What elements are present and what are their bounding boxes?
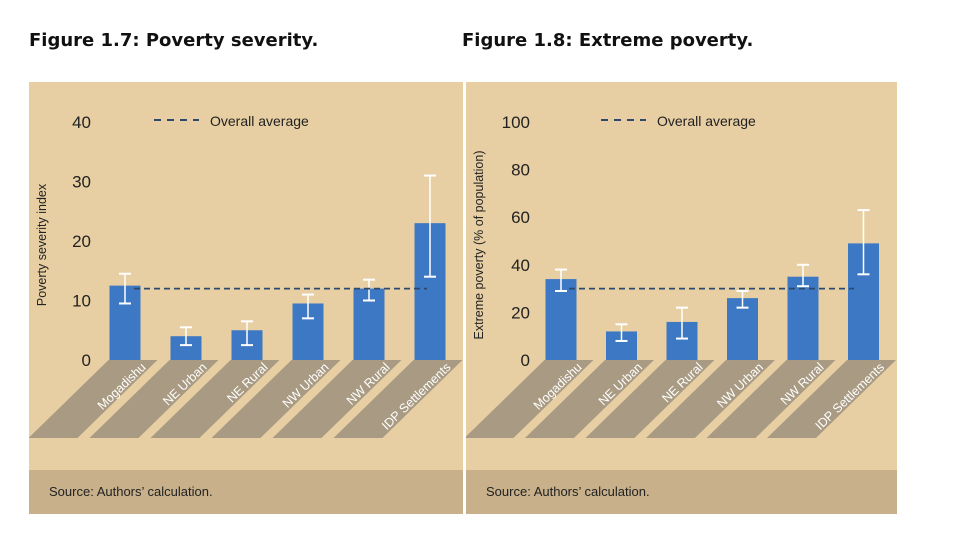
y-tick-label: 40	[511, 256, 530, 275]
category-label-band	[646, 360, 775, 438]
figure-title-1: Figure 1.7: Poverty severity.	[29, 30, 319, 51]
y-tick-label: 10	[72, 292, 91, 311]
category-label-band	[706, 360, 836, 438]
category-label-band	[333, 360, 463, 438]
bar-nw-rural	[787, 276, 819, 360]
category-label-band	[89, 360, 219, 438]
y-tick-label: 20	[511, 303, 530, 322]
y-tick-label: 60	[511, 208, 530, 227]
source-note: Source: Authors’ calculation.	[466, 470, 897, 514]
chart-extreme-poverty: Overall average Extreme poverty (% of pop…	[466, 113, 896, 438]
legend-label: Overall average	[657, 113, 756, 129]
bar-ne-urban	[170, 336, 202, 360]
category-label-band	[272, 360, 402, 438]
bar-mogadishu	[545, 279, 577, 360]
y-tick-label: 80	[511, 161, 530, 180]
y-axis-label: Extreme poverty (% of population)	[472, 151, 486, 340]
y-tick-label: 40	[72, 113, 91, 132]
category-label-band	[466, 360, 594, 438]
chart-panel-poverty-severity: Overall average Poverty severity index 0 10…	[29, 82, 463, 514]
y-tick-label: 100	[502, 113, 530, 132]
category-label-band	[585, 360, 715, 438]
y-tick-label: 0	[521, 351, 530, 370]
y-axis-label: Poverty severity index	[35, 183, 49, 306]
y-tick-label: 20	[72, 232, 91, 251]
chart-panel-extreme-poverty: Overall average Extreme poverty (% of pop…	[466, 82, 897, 514]
figure-title-2: Figure 1.8: Extreme poverty.	[462, 30, 754, 51]
y-tick-label: 0	[82, 351, 91, 370]
category-label-band	[211, 360, 341, 438]
chart-poverty-severity: Overall average Poverty severity index 0 10…	[29, 113, 463, 438]
legend-label: Overall average	[210, 113, 309, 129]
category-label-band	[29, 360, 158, 438]
source-note: Source: Authors’ calculation.	[29, 470, 463, 514]
category-label-band	[767, 360, 896, 438]
category-label-band	[150, 360, 280, 438]
category-label-band	[525, 360, 654, 438]
y-tick-label: 30	[72, 173, 91, 192]
